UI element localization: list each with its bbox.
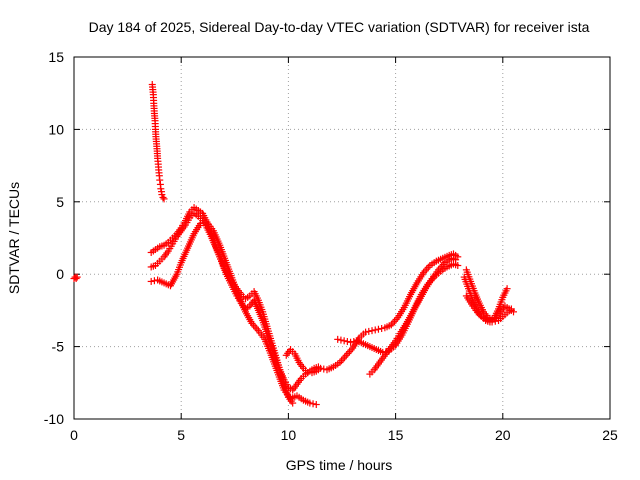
data-point [339, 355, 347, 363]
data-point [337, 357, 345, 365]
x-tick-label: 25 [602, 427, 618, 443]
data-point [159, 193, 167, 201]
data-point [365, 327, 373, 335]
data-point [147, 277, 155, 285]
data-point [306, 399, 314, 407]
y-tick-label: -5 [52, 339, 65, 355]
data-point [378, 325, 386, 332]
y-axis-label: SDTVAR / TECUs [6, 182, 22, 294]
data-point [503, 285, 511, 293]
data-point [343, 338, 351, 346]
data-point [507, 305, 515, 313]
plot-frame [73, 56, 611, 420]
data-point [156, 176, 164, 184]
data-point [391, 317, 399, 325]
data-point [200, 219, 208, 227]
grid-lines [74, 57, 610, 419]
y-tick-label: 10 [48, 121, 64, 137]
data-point [371, 326, 379, 334]
data-point [317, 364, 325, 372]
data-point [347, 338, 355, 346]
y-tick-label: 15 [48, 49, 64, 65]
y-tick-label: -10 [44, 411, 64, 427]
data-point [312, 401, 320, 409]
data-point [334, 335, 342, 343]
x-tick-label: 5 [177, 427, 185, 443]
data-point [491, 317, 499, 325]
data-points [70, 81, 518, 409]
axis-ticks: 0 5 10 15 20 25 -10 -5 0 5 10 15 [44, 49, 618, 443]
data-point [251, 323, 259, 331]
data-point [368, 327, 376, 335]
data-point [253, 325, 261, 333]
data-point [340, 337, 348, 345]
y-tick-label: 0 [56, 266, 64, 282]
data-point [346, 348, 354, 356]
data-point [73, 273, 81, 281]
data-point [344, 349, 352, 357]
data-point [424, 263, 432, 271]
data-point [160, 195, 168, 203]
x-tick-label: 0 [70, 427, 78, 443]
x-tick-label: 20 [495, 427, 511, 443]
x-axis-label: GPS time / hours [286, 457, 393, 473]
data-point [309, 400, 317, 408]
y-tick-label: 5 [56, 194, 64, 210]
data-point [452, 256, 460, 264]
data-point [341, 353, 349, 361]
data-point [454, 262, 462, 270]
data-point [488, 318, 496, 326]
data-point [423, 265, 431, 273]
data-point [342, 351, 350, 359]
data-point [337, 336, 345, 344]
x-tick-label: 10 [281, 427, 297, 443]
data-point [72, 275, 80, 283]
data-point [374, 325, 382, 333]
x-tick-label: 15 [388, 427, 404, 443]
chart-title: Day 184 of 2025, Sidereal Day-to-day VTE… [89, 19, 590, 35]
data-point [362, 328, 370, 336]
data-point [196, 220, 204, 228]
